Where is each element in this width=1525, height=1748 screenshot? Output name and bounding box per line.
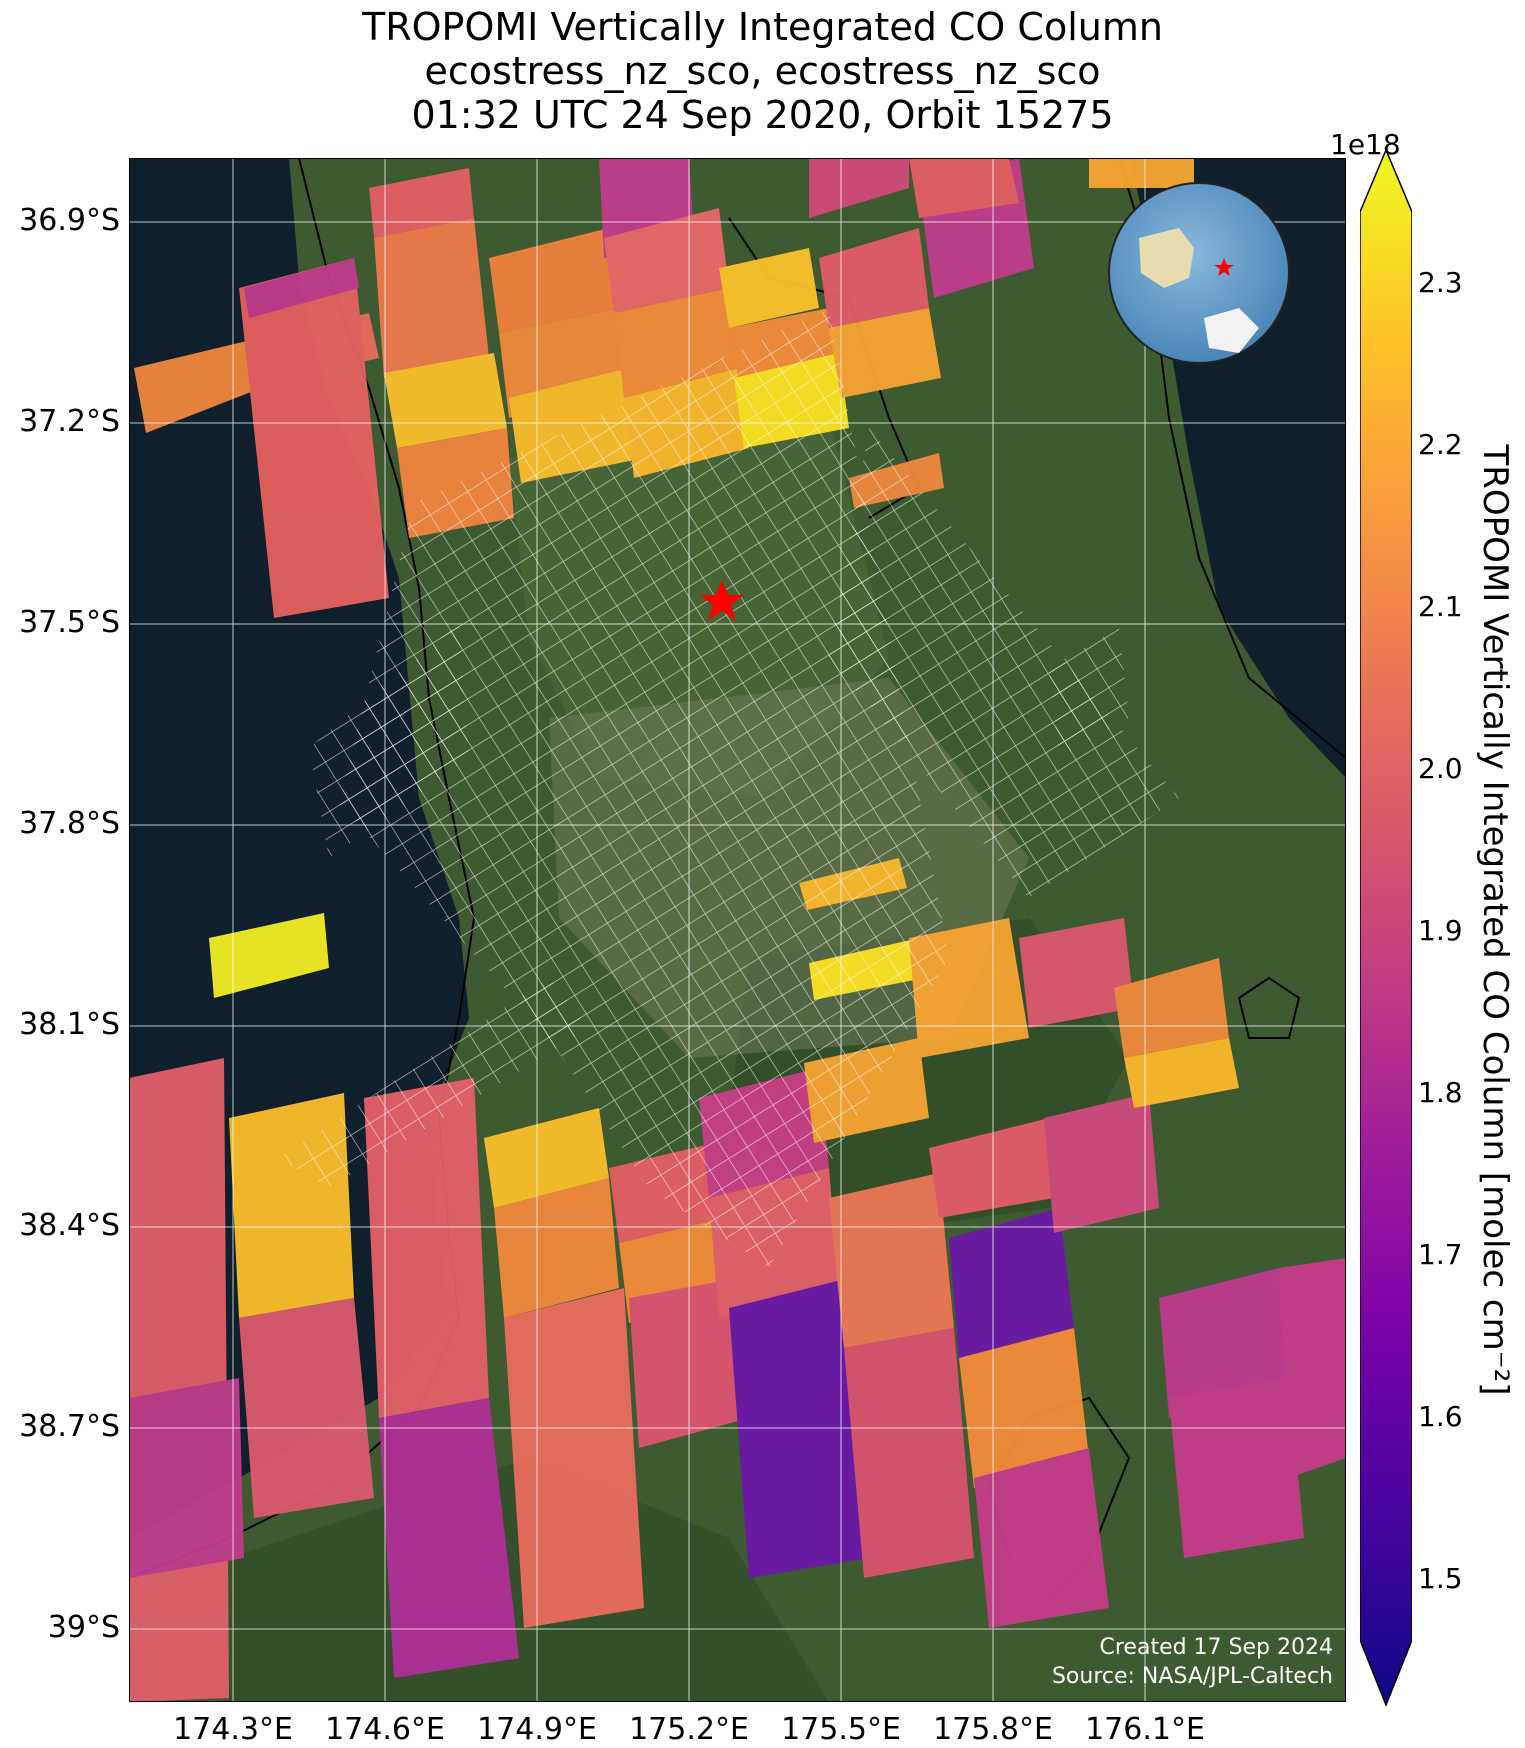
- lon-tick-174-9: 174.9°E: [477, 1712, 597, 1747]
- lon-tick-175-5: 175.5°E: [781, 1712, 901, 1747]
- colorbar-tick: 1.6: [1418, 1400, 1463, 1433]
- lat-tick-37-5: 37.5°S: [19, 605, 120, 640]
- credit-source: Source: NASA/JPL-Caltech: [1051, 1664, 1333, 1689]
- lat-tick-38-7: 38.7°S: [19, 1409, 120, 1444]
- ecostress-swath: [279, 308, 1179, 1268]
- lat-tick-38-4: 38.4°S: [19, 1208, 120, 1243]
- colorbar-tick: 1.7: [1418, 1238, 1463, 1271]
- lon-tick-175-8: 175.8°E: [933, 1712, 1053, 1747]
- colorbar-tick: 2.2: [1418, 428, 1463, 461]
- lon-tick-176-1: 176.1°E: [1085, 1712, 1205, 1747]
- lat-tick-37-2: 37.2°S: [19, 404, 120, 439]
- lon-tick-175-2: 175.2°E: [629, 1712, 749, 1747]
- colorbar: [1360, 150, 1412, 1708]
- colorbar-tick: 2.1: [1418, 590, 1463, 623]
- title-line-2: ecostress_nz_sco, ecostress_nz_sco: [424, 49, 1101, 93]
- colorbar-label: TROPOMI Vertically Integrated CO Column …: [1475, 444, 1515, 1396]
- lat-tick-39: 39°S: [47, 1610, 120, 1645]
- gridlines: [129, 158, 1346, 1702]
- colorbar-tick: 2.3: [1418, 266, 1463, 299]
- lat-tick-37-8: 37.8°S: [19, 806, 120, 841]
- title-line-1: TROPOMI Vertically Integrated CO Column: [362, 5, 1163, 49]
- colorbar-tick: 1.5: [1418, 1562, 1463, 1595]
- lat-tick-38-1: 38.1°S: [19, 1007, 120, 1042]
- site-star-marker: [700, 580, 744, 621]
- lon-tick-174-6: 174.6°E: [325, 1712, 445, 1747]
- colorbar-tick: 1.8: [1418, 1076, 1463, 1109]
- title-line-3: 01:32 UTC 24 Sep 2020, Orbit 15275: [411, 93, 1114, 137]
- globe-locator-inset: [1108, 182, 1290, 364]
- map-panel[interactable]: [129, 158, 1346, 1702]
- lon-tick-174-3: 174.3°E: [173, 1712, 293, 1747]
- lat-tick-36-9: 36.9°S: [19, 203, 120, 238]
- colorbar-tick: 1.9: [1418, 914, 1463, 947]
- colorbar-tick: 2.0: [1418, 752, 1463, 785]
- colorbar-exponent: 1e18: [1330, 128, 1401, 161]
- credit-created: Created 17 Sep 2024: [1099, 1635, 1334, 1660]
